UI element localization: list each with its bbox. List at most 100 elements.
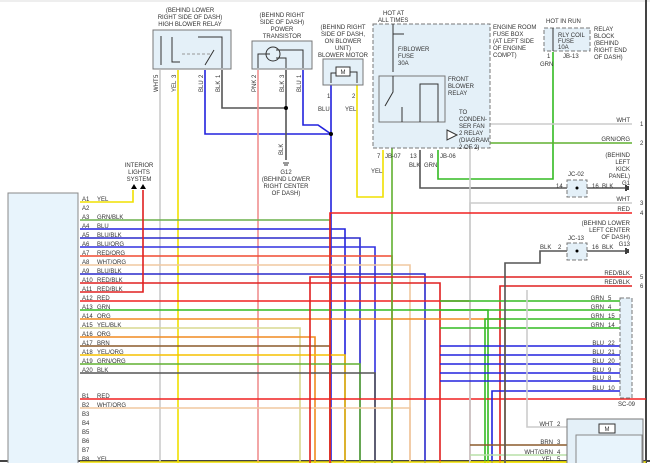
sc09-wire-label: GRN <box>591 323 604 329</box>
connector-pin-label: B4 <box>82 421 90 427</box>
relay-wire-blk <box>221 70 286 109</box>
fuse-label: FUSE <box>398 54 414 60</box>
right-wire <box>499 285 632 463</box>
ground-icon <box>283 162 289 166</box>
label: SYSTEM <box>127 177 152 183</box>
connector-pin-label: A1 <box>82 197 90 203</box>
relay-switch-icon <box>198 36 223 68</box>
relay-box <box>152 29 232 70</box>
splice-connector-sc09 <box>619 297 633 399</box>
motor-location: (BEHIND RIGHT <box>321 25 366 31</box>
connector-pin-label: A20 <box>82 368 93 374</box>
connector-wire-label: WHT/ORG <box>97 403 126 409</box>
wire-a16 <box>80 336 316 463</box>
fuse-label: F/BLOWER <box>398 47 430 53</box>
jb06-label: JB-06 <box>440 154 456 160</box>
connector-pin-label: A10 <box>82 278 93 284</box>
relay-wire-blu <box>204 70 331 135</box>
pin-label: 16 <box>592 245 599 251</box>
fuse-label: FUSE <box>558 39 574 45</box>
transistor-pin-wire-label: BLK <box>280 81 286 92</box>
transistor-pin-wire-label: PNK <box>252 80 258 92</box>
g13-name: G13 <box>619 242 631 248</box>
connector-pin-label: A6 <box>82 242 90 248</box>
motor-leads <box>330 71 358 83</box>
sc09-wire-label: GRN <box>591 314 604 320</box>
g12-name: G12 <box>280 170 292 176</box>
note: (DIAGRAM <box>459 138 489 144</box>
relay-name: BLOWER <box>448 84 475 90</box>
right-wire-label: GRN/ORG <box>601 137 630 143</box>
connector-wire-label: BLK <box>97 368 108 374</box>
sc09-wire-label: BLU <box>592 368 604 374</box>
sc09-wire-label: BLU <box>592 341 604 347</box>
connector-pin-label: B7 <box>82 448 90 454</box>
fuse-box-name: FUSE BOX <box>493 32 523 38</box>
right-wire-label: WHT <box>616 118 630 124</box>
right-wire-number: 4 <box>640 211 644 217</box>
sc09-wire-label: GRN <box>591 296 604 302</box>
sc09-wire-label: BLU <box>592 386 604 392</box>
connector-wire-label: ORG <box>97 314 111 320</box>
connector-wire-label: BLU/ORG <box>97 242 124 248</box>
motor-pin-number: 2 <box>557 422 561 428</box>
transistor-location: (BEHIND RIGHT <box>260 13 305 19</box>
motor-wire-label: WHT <box>539 422 553 428</box>
sc09-wire-label: BLU <box>592 359 604 365</box>
g12-location: RIGHT CENTER <box>264 184 310 190</box>
jc13-wire <box>504 250 567 463</box>
note: TO <box>459 110 468 116</box>
hot-in-run-label: HOT IN RUN <box>546 19 581 25</box>
g1-location: KICK <box>616 167 630 173</box>
pin-label: 8 <box>430 154 434 160</box>
transistor-location: SIDE OF DASH) <box>260 20 304 26</box>
relay-coil-icon <box>160 36 180 65</box>
relay-block-name: BLOCK <box>594 34 614 40</box>
connector-pin-label: B5 <box>82 430 90 436</box>
engine-room-fuse-box: HOT AT ALL TIMES ENGINE ROOM FUSE BOX (A… <box>371 11 536 175</box>
g13-location: OF DASH) <box>601 235 630 241</box>
fuse-label: RLY COIL <box>558 33 585 39</box>
junction-jc13: JC-13 BLK 2 16 BLK (BEHIND LOWER LEFT CE… <box>540 221 631 261</box>
transistor-name: TRANSISTOR <box>263 34 302 40</box>
connector-wire-label: RED/ORG <box>97 251 125 257</box>
pin-label: 7 <box>377 154 381 160</box>
connector-pin-label: B2 <box>82 403 90 409</box>
motor-wire-2-label: YEL <box>345 107 357 113</box>
relay-pin-number: 5 <box>154 74 160 78</box>
sc09-pin-number: 4 <box>608 305 612 311</box>
fuse-box-location: (AT LEFT SIDE <box>493 39 534 45</box>
sc09-pin-number: 5 <box>608 296 612 302</box>
motor-inner-box <box>575 434 643 463</box>
wire-a20 <box>80 372 376 463</box>
wire-b2 <box>80 407 411 463</box>
right-wire-number: 1 <box>640 122 644 128</box>
hot-label: ALL TIMES <box>378 18 408 24</box>
sc09-pin-number: 20 <box>608 359 615 365</box>
wire-a8 <box>80 264 411 463</box>
motor-module-wire <box>526 290 567 428</box>
connector-wire-label: YEL/ORG <box>97 350 124 356</box>
motor-wire-yel <box>356 85 384 198</box>
relay-pin-wire-label: BLU <box>199 80 205 92</box>
relay-location-label: (BEHIND LOWER <box>166 8 215 14</box>
arrow-up-icon <box>131 184 146 189</box>
right-wire-number: 2 <box>640 141 644 147</box>
relay-pin-wire-label: YEL <box>172 80 178 92</box>
control-module-connector <box>7 192 79 463</box>
sc09-pin-number: 21 <box>608 350 615 356</box>
relay-block-location: (BEHIND <box>594 41 619 47</box>
wire-a1 <box>80 190 134 203</box>
motor-pin-number: 4 <box>557 450 561 456</box>
relay-name: RELAY <box>448 91 467 97</box>
connector-pin-label: A19 <box>82 359 93 365</box>
relay-pin-wire-label: BLK <box>216 81 222 92</box>
wire-label: YEL <box>371 169 383 175</box>
splice-dot <box>329 132 333 136</box>
connector-wire-label: GRN/BLK <box>97 215 123 221</box>
connector-wire-label: YEL <box>97 457 109 463</box>
fuse-rating: 30A <box>398 61 409 67</box>
ground-icon <box>625 248 629 254</box>
